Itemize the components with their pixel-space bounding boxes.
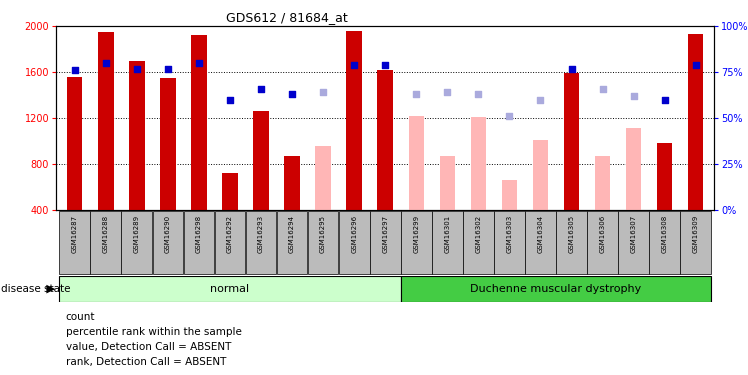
Bar [160,78,176,210]
Bar [91,211,121,274]
Text: GSM16304: GSM16304 [538,214,544,253]
Bar [307,211,339,274]
Bar [245,211,277,274]
Text: rank, Detection Call = ABSENT: rank, Detection Call = ABSENT [66,357,226,367]
Point [628,93,640,99]
Bar [59,276,401,302]
Point [659,97,671,103]
Point [193,60,205,66]
Text: GSM16299: GSM16299 [413,214,420,253]
Bar [626,129,641,210]
Bar [191,36,206,210]
Text: GSM16307: GSM16307 [631,214,637,253]
Bar [59,211,90,274]
Text: GSM16295: GSM16295 [320,214,326,253]
Text: GSM16296: GSM16296 [351,214,358,253]
Bar [339,211,370,274]
Bar [254,111,269,210]
Bar [215,211,245,274]
Text: GSM16301: GSM16301 [444,214,450,253]
Bar [378,70,393,210]
Point [286,91,298,97]
Point [565,66,577,72]
Bar [183,211,214,274]
Bar [153,211,183,274]
Bar [564,74,579,210]
Text: GSM16294: GSM16294 [289,214,295,253]
Point [224,97,236,103]
Bar [67,77,82,210]
Bar [408,116,424,210]
Point [317,89,329,95]
Text: GSM16292: GSM16292 [227,214,233,253]
Bar [649,211,680,274]
Bar [401,211,432,274]
Text: GSM16293: GSM16293 [258,214,264,253]
Bar [688,34,703,210]
Bar [619,211,649,274]
Point [473,91,485,97]
Bar [370,211,401,274]
Text: GSM16289: GSM16289 [134,214,140,253]
Text: GSM16290: GSM16290 [165,214,171,253]
Bar [595,156,610,210]
Point [131,66,143,72]
Bar [284,156,300,210]
Bar [222,173,238,210]
Bar [502,180,517,210]
Point [162,66,174,72]
Point [255,86,267,92]
Bar [587,211,618,274]
Text: disease state: disease state [1,284,71,294]
Point [348,62,360,68]
Bar [525,211,556,274]
Text: GSM16302: GSM16302 [476,214,482,253]
Point [99,60,111,66]
Point [379,62,391,68]
Text: value, Detection Call = ABSENT: value, Detection Call = ABSENT [66,342,231,352]
Text: normal: normal [210,284,250,294]
Point [69,68,81,74]
Bar [470,117,486,210]
Bar [494,211,525,274]
Text: GSM16305: GSM16305 [568,214,574,253]
Bar [401,276,711,302]
Bar [657,143,672,210]
Text: GSM16309: GSM16309 [693,214,699,253]
Point [441,89,453,95]
Bar [316,146,331,210]
Point [411,91,423,97]
Bar [129,61,144,210]
Bar [557,211,587,274]
Text: count: count [66,312,95,322]
Text: GSM16288: GSM16288 [102,214,108,253]
Text: GDS612 / 81684_at: GDS612 / 81684_at [226,11,347,24]
Text: percentile rank within the sample: percentile rank within the sample [66,327,242,337]
Text: GSM16298: GSM16298 [196,214,202,253]
Polygon shape [46,285,55,294]
Bar [98,32,114,210]
Bar [440,156,455,210]
Text: GSM16297: GSM16297 [382,214,388,253]
Bar [681,211,711,274]
Text: GSM16303: GSM16303 [506,214,512,253]
Point [535,97,547,103]
Bar [533,140,548,210]
Point [503,113,515,119]
Bar [432,211,463,274]
Bar [346,31,362,210]
Text: GSM16308: GSM16308 [662,214,668,253]
Bar [277,211,307,274]
Text: Duchenne muscular dystrophy: Duchenne muscular dystrophy [470,284,642,294]
Bar [121,211,152,274]
Text: GSM16287: GSM16287 [72,214,78,253]
Bar [463,211,494,274]
Point [597,86,609,92]
Point [690,62,702,68]
Text: GSM16306: GSM16306 [600,214,606,253]
